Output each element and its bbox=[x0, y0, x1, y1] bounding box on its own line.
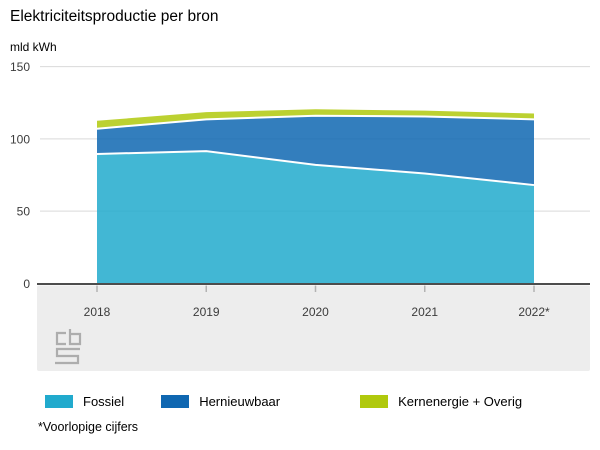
stacked-area-chart: 150 100 50 0 2018 2019 2020 2021 2022* bbox=[10, 60, 590, 371]
x-tick-label-2018: 2018 bbox=[84, 305, 111, 319]
x-tick-label-2020: 2020 bbox=[302, 305, 329, 319]
y-tick-label-150: 150 bbox=[10, 60, 30, 74]
x-tick-label-2019: 2019 bbox=[193, 305, 220, 319]
legend: Fossiel Hernieuwbaar Kernenergie + Overi… bbox=[45, 394, 522, 409]
legend-swatch-kernenergie-overig bbox=[360, 395, 389, 408]
legend-item-kernenergie-overig: Kernenergie + Overig bbox=[360, 394, 522, 409]
area-kernenergie-overig bbox=[97, 109, 534, 129]
legend-label-kernenergie-overig: Kernenergie + Overig bbox=[398, 394, 523, 409]
legend-label-hernieuwbaar: Hernieuwbaar bbox=[199, 394, 281, 409]
y-tick-label-50: 50 bbox=[17, 205, 31, 219]
area-fossiel bbox=[97, 151, 534, 284]
legend-swatch-hernieuwbaar bbox=[161, 395, 190, 408]
area-hernieuwbaar bbox=[97, 115, 534, 186]
chart-title: Elektriciteitsproductie per bron bbox=[10, 8, 219, 25]
x-tick-label-2022: 2022* bbox=[518, 305, 550, 319]
cbs-logo-icon bbox=[55, 329, 82, 365]
legend-item-fossiel: Fossiel bbox=[45, 394, 124, 409]
x-tick-label-2021: 2021 bbox=[411, 305, 438, 319]
footnote: *Voorlopige cijfers bbox=[38, 420, 139, 434]
y-tick-label-100: 100 bbox=[10, 132, 30, 146]
band-separator bbox=[96, 114, 535, 130]
legend-swatch-fossiel bbox=[45, 395, 73, 408]
y-axis-unit-label: mld kWh bbox=[10, 40, 57, 54]
y-tick-label-0: 0 bbox=[23, 277, 30, 291]
legend-item-hernieuwbaar: Hernieuwbaar bbox=[161, 394, 280, 409]
x-axis-band bbox=[37, 285, 590, 371]
legend-label-fossiel: Fossiel bbox=[83, 394, 125, 409]
band-separator bbox=[96, 150, 535, 187]
